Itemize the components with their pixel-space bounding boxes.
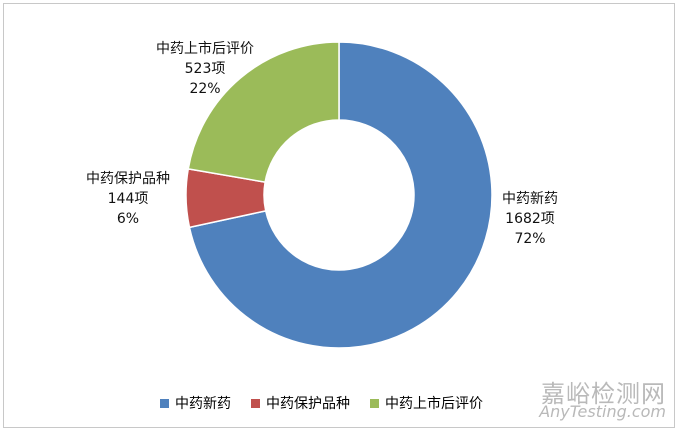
legend: 中药新药 中药保护品种 中药上市后评价 (160, 392, 483, 414)
legend-label-2: 中药保护品种 (266, 396, 350, 412)
slice-label-percent-1: 72% (514, 231, 545, 247)
slice-label-count-2: 144项 (108, 191, 149, 207)
watermark-text: 嘉峪检测网 (541, 380, 666, 408)
slice-label-count-3: 523项 (185, 61, 226, 77)
legend-swatch-2 (251, 398, 260, 408)
watermark-subtext: AnyTesting.com (539, 402, 666, 421)
legend-item-2: 中药保护品种 (251, 393, 350, 413)
slice-label-category-2: 中药保护品种 (86, 171, 170, 187)
slice-label-category-1: 中药新药 (502, 191, 558, 207)
legend-item-3: 中药上市后评价 (370, 393, 483, 413)
legend-label-3: 中药上市后评价 (385, 396, 483, 412)
legend-swatch-3 (370, 398, 379, 408)
donut-slice-3 (187, 41, 340, 184)
donut-slice-1 (188, 41, 493, 349)
slice-label-percent-2: 6% (117, 211, 139, 227)
legend-label-1: 中药新药 (175, 396, 231, 412)
slice-label-count-1: 1682项 (505, 211, 555, 227)
slice-label-percent-3: 22% (189, 81, 220, 97)
legend-item-1: 中药新药 (160, 393, 231, 413)
slice-label-category-3: 中药上市后评价 (156, 40, 254, 57)
legend-swatch-1 (160, 398, 169, 408)
